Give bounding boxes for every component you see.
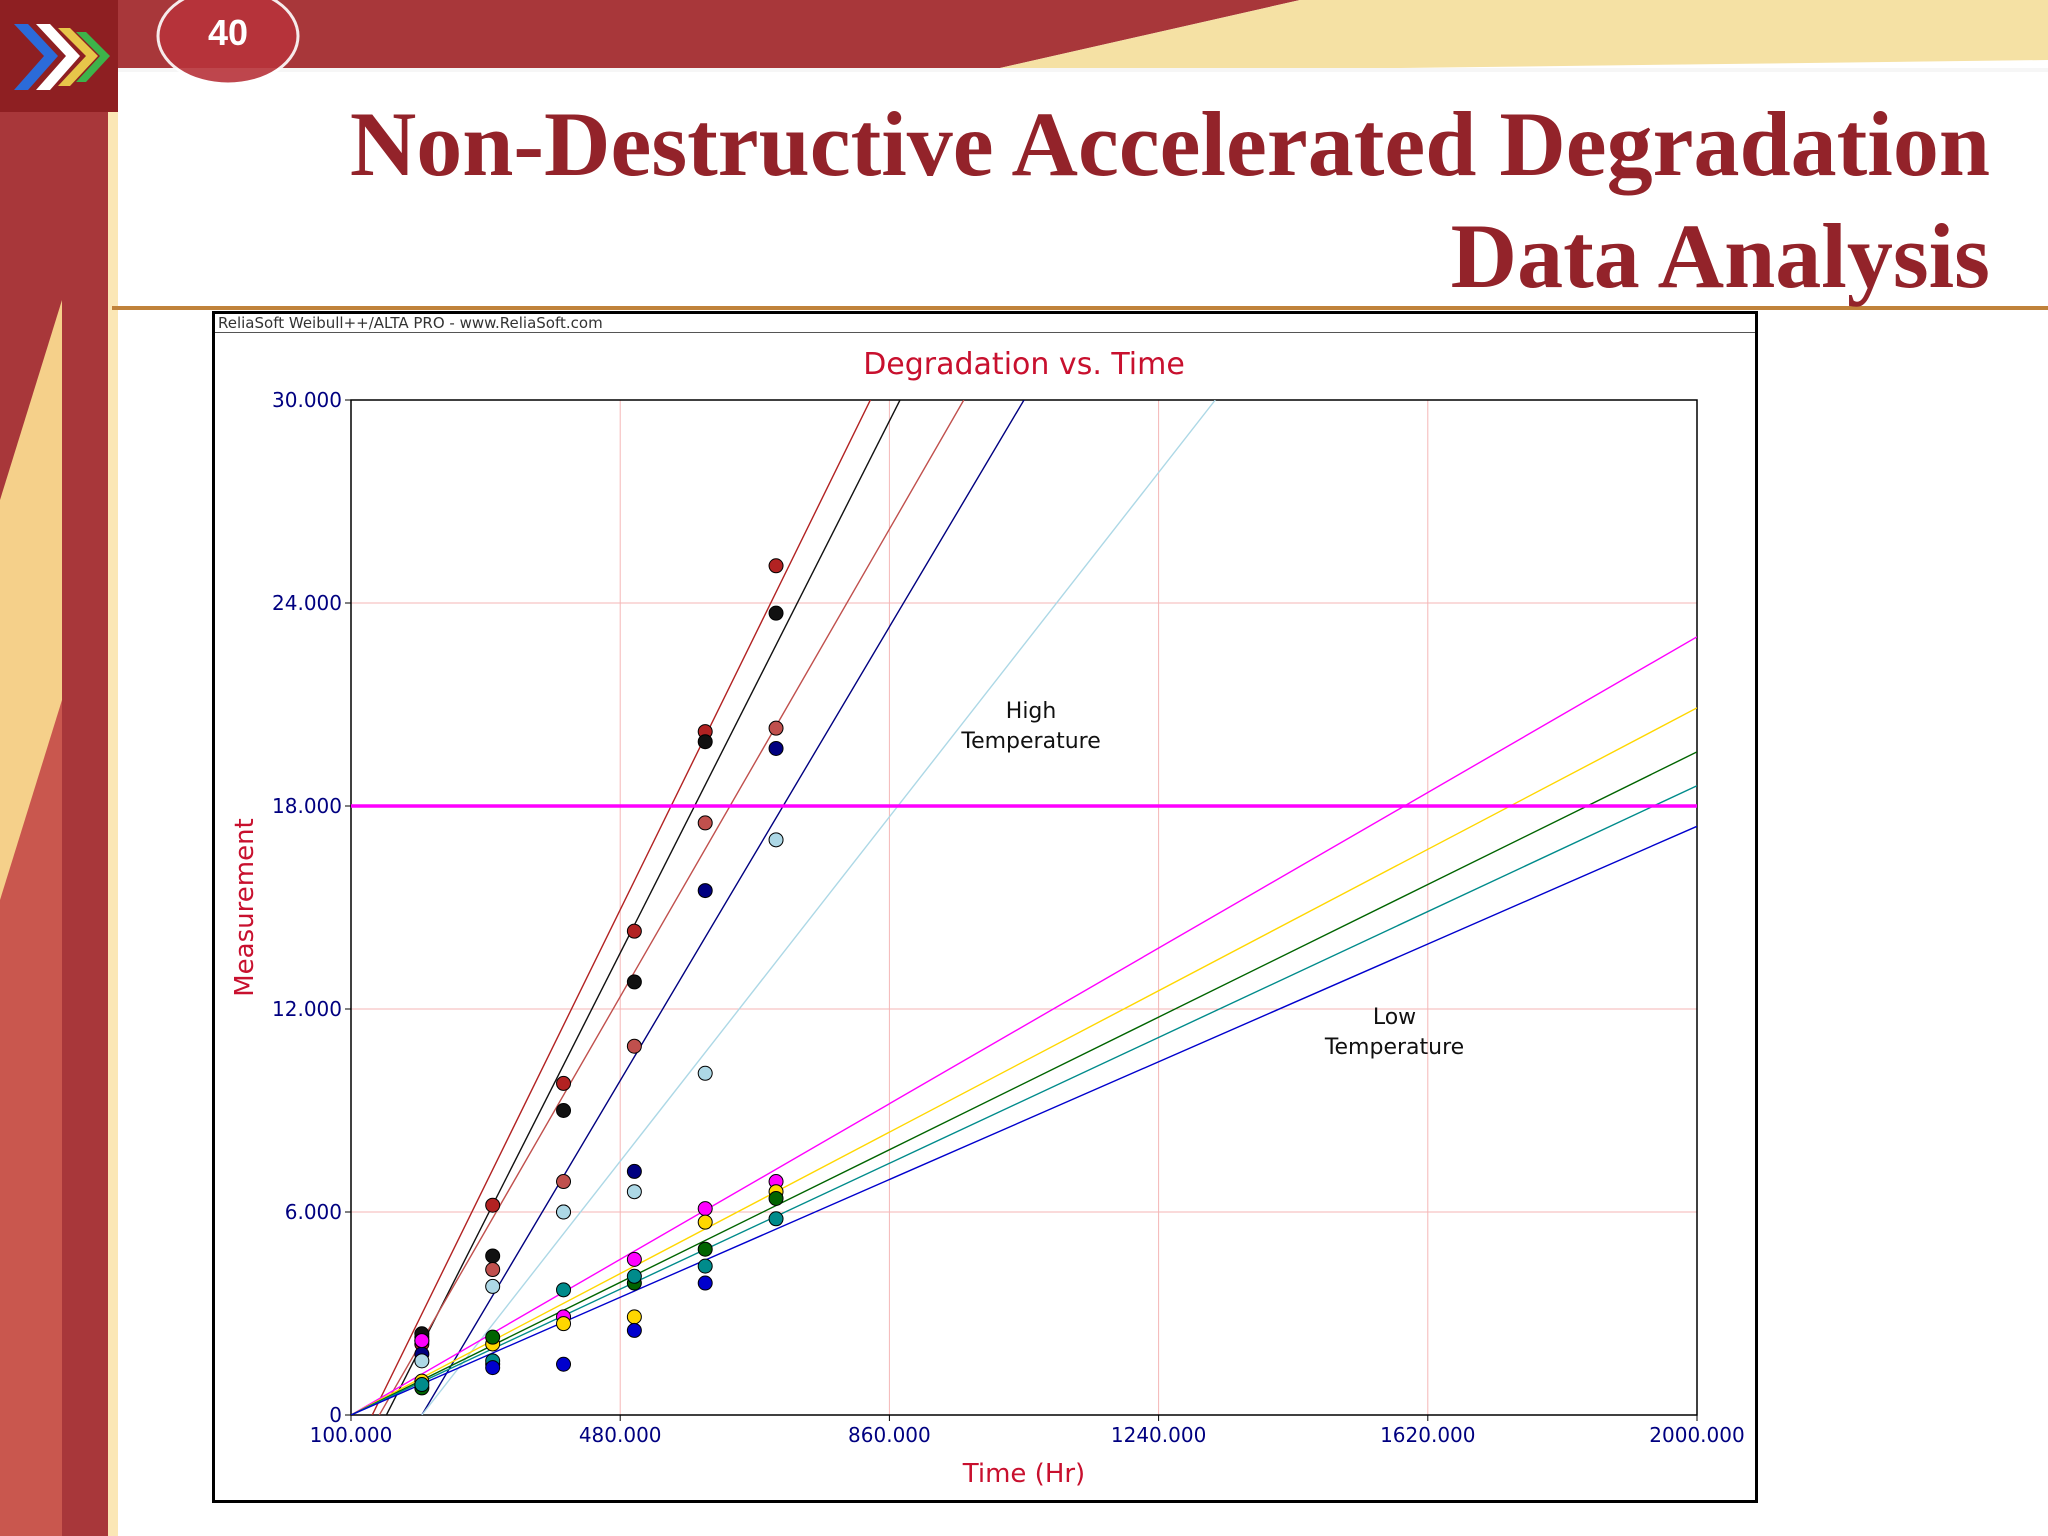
data-point-series-2 (626, 974, 642, 990)
data-point-series-2 (697, 734, 713, 750)
data-point-series-10 (556, 1356, 572, 1372)
data-point-series-9 (414, 1377, 430, 1393)
slide-logo-icon (14, 24, 110, 90)
data-point-series-5 (768, 832, 784, 848)
fit-line-10 (351, 825, 1697, 1415)
data-point-series-4 (697, 883, 713, 899)
data-point-series-7 (626, 1309, 642, 1325)
fit-line-3 (378, 400, 965, 1415)
data-point-series-9 (556, 1282, 572, 1298)
data-point-series-7 (697, 1214, 713, 1230)
x-axis-label: Time (Hr) (962, 1459, 1085, 1489)
fit-line-4 (421, 400, 1025, 1415)
annotation-1-line-1: High (1006, 699, 1057, 724)
data-point-series-3 (626, 1038, 642, 1054)
slide-title: Non-Destructive Accelerated Degradation … (290, 88, 1990, 312)
annotation-2-line-2: Temperature (1324, 1035, 1464, 1060)
data-point-series-5 (626, 1184, 642, 1200)
data-point-series-7 (556, 1316, 572, 1332)
data-point-series-8 (768, 1190, 784, 1206)
y-tick-label: 30.000 (272, 388, 342, 412)
data-point-series-9 (768, 1211, 784, 1227)
annotation-1-line-2: Temperature (960, 729, 1100, 754)
data-point-series-2 (556, 1103, 572, 1118)
plot-area-border (350, 399, 1698, 1416)
data-point-series-1 (768, 558, 784, 574)
x-tick-label: 1240.000 (1111, 1423, 1206, 1447)
fit-line-2 (385, 400, 901, 1415)
chart-frame: ReliaSoft Weibull++/ALTA PRO - www.Relia… (212, 311, 1758, 1503)
fit-line-5 (421, 400, 1216, 1415)
data-point-series-2 (485, 1248, 501, 1264)
data-point-series-5 (556, 1204, 572, 1220)
data-point-series-6 (626, 1251, 642, 1267)
data-point-series-10 (626, 1322, 642, 1338)
slide-title-line-2: Data Analysis (1450, 205, 1990, 307)
y-tick-label: 12.000 (272, 997, 342, 1021)
data-point-series-5 (697, 1065, 713, 1081)
data-point-series-2 (768, 605, 784, 621)
data-point-series-9 (697, 1258, 713, 1274)
y-tick-label: 0 (329, 1403, 342, 1427)
data-point-series-1 (485, 1197, 501, 1213)
data-point-series-6 (414, 1333, 430, 1349)
y-tick-label: 18.000 (272, 794, 342, 818)
chart-watermark: ReliaSoft Weibull++/ALTA PRO - www.Relia… (218, 314, 603, 332)
x-tick-label: 100.000 (310, 1423, 393, 1447)
slide-title-line-1: Non-Destructive Accelerated Degradation (349, 93, 1990, 195)
data-point-series-9 (626, 1268, 642, 1284)
data-point-series-6 (697, 1201, 713, 1217)
data-point-series-4 (626, 1163, 642, 1179)
data-point-series-3 (768, 720, 784, 736)
annotation-2-line-1: Low (1373, 1005, 1416, 1030)
y-axis-label: Measurement (230, 818, 260, 997)
x-tick-label: 2000.000 (1649, 1423, 1744, 1447)
data-point-series-1 (626, 923, 642, 939)
data-point-series-3 (556, 1174, 572, 1190)
chart-svg: 100.000 480.000 860.000 1240.000 1620.000 200… (230, 347, 1745, 1489)
data-point-series-10 (485, 1360, 501, 1376)
data-point-series-1 (556, 1075, 572, 1091)
x-tick-label: 1620.000 (1380, 1423, 1475, 1447)
y-tick-label: 24.000 (272, 591, 342, 615)
y-tick-label: 6.000 (285, 1200, 342, 1224)
slide-number: 40 (207, 12, 249, 53)
data-point-series-3 (697, 815, 713, 831)
fit-line-6 (351, 636, 1697, 1415)
fit-line-1 (371, 400, 872, 1415)
chart-title: Degradation vs. Time (863, 347, 1185, 382)
data-point-series-3 (485, 1262, 501, 1278)
data-point-series-5 (485, 1278, 501, 1294)
fit-line-8 (351, 751, 1697, 1415)
data-point-series-10 (697, 1275, 713, 1291)
data-point-series-8 (485, 1329, 501, 1345)
fit-line-7 (351, 707, 1697, 1415)
x-tick-label: 480.000 (579, 1423, 662, 1447)
x-tick-label: 860.000 (848, 1423, 931, 1447)
fit-line-9 (351, 785, 1697, 1415)
watermark-divider (215, 332, 1755, 333)
data-point-series-8 (697, 1241, 713, 1257)
data-point-series-4 (768, 740, 784, 756)
data-point-series-5 (414, 1353, 430, 1369)
